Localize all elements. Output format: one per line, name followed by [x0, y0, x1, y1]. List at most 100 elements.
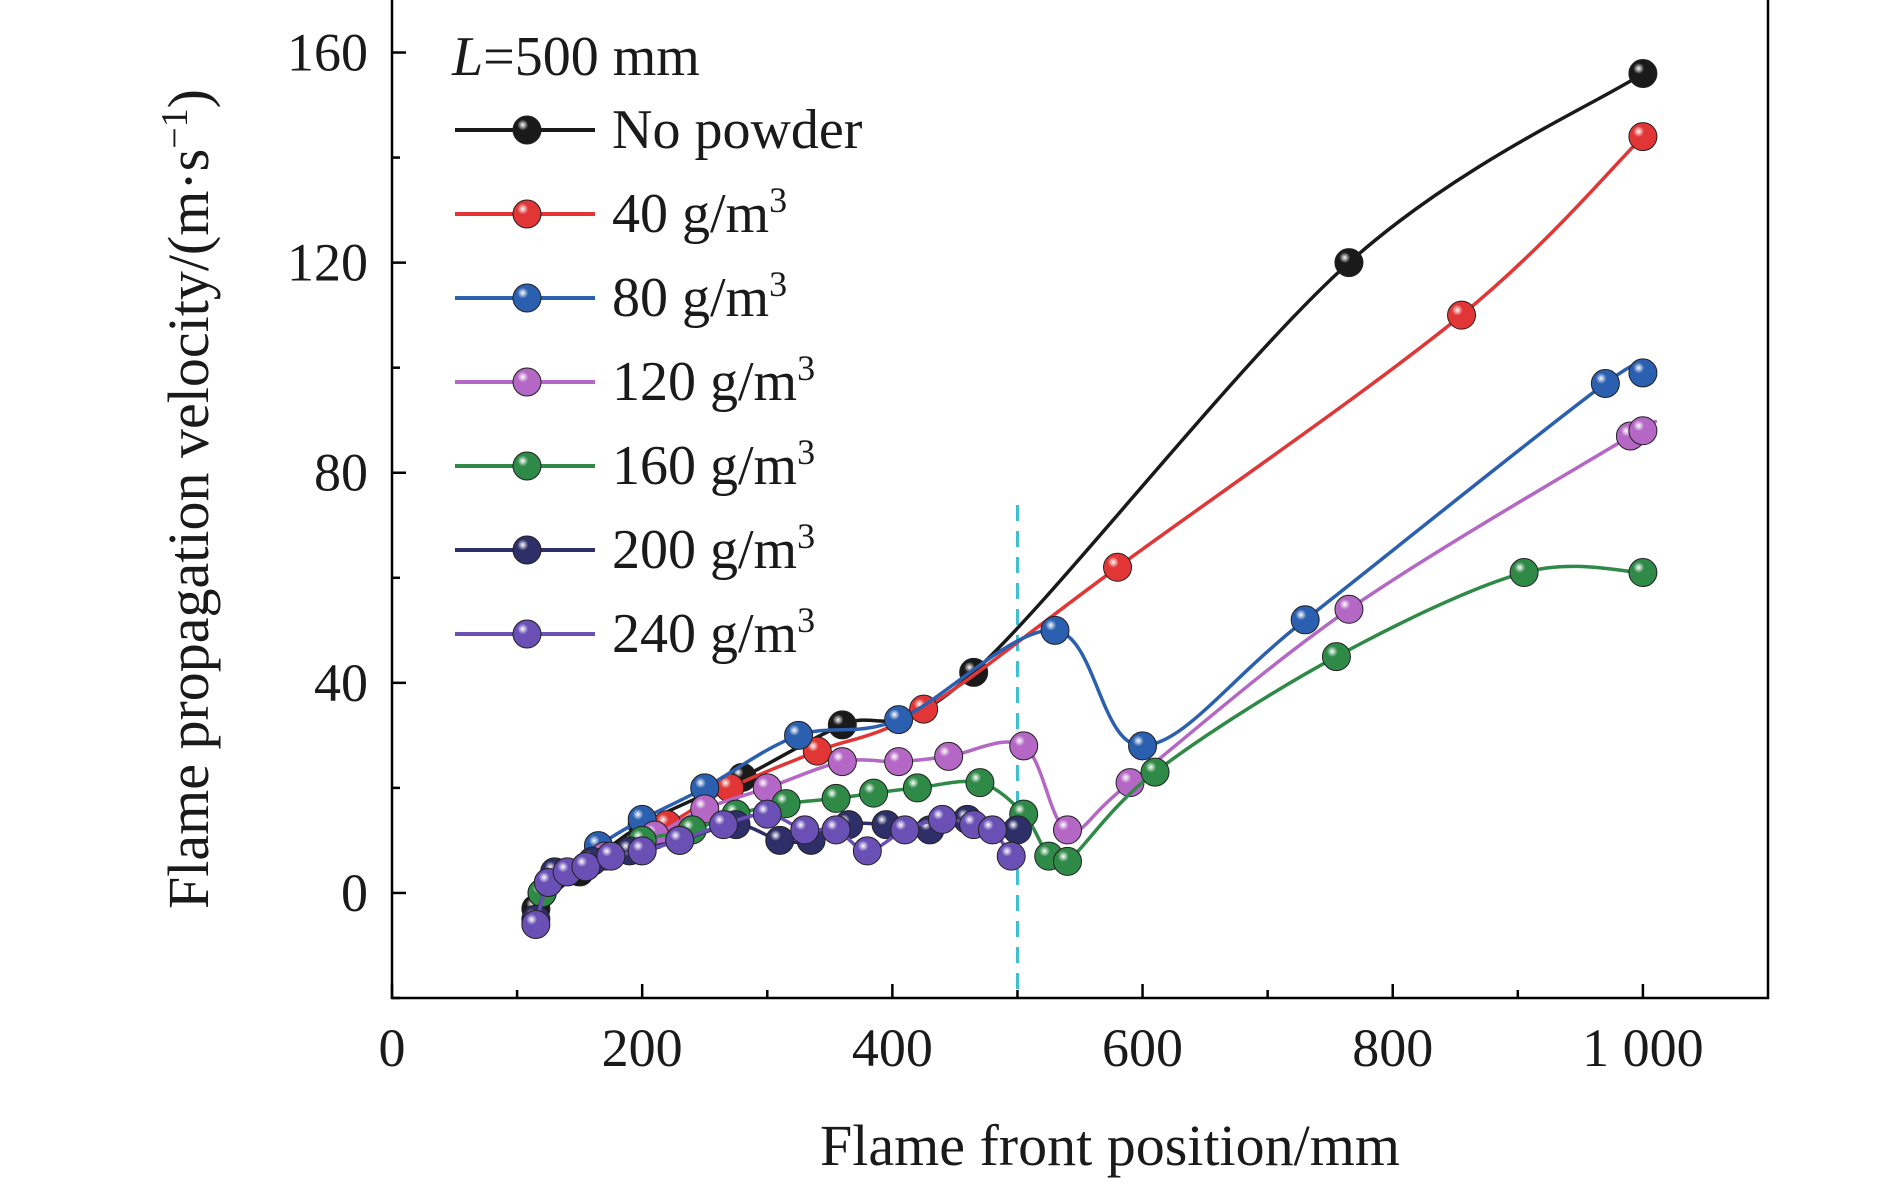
legend-swatch-marker: [512, 535, 542, 565]
data-point: [1052, 815, 1082, 845]
x-tick-label: 200: [602, 1018, 683, 1078]
data-point: [884, 747, 914, 777]
y-tick-label: 160: [287, 23, 368, 83]
data-point: [1140, 757, 1170, 787]
legend-entry: No powder: [455, 99, 863, 161]
data-point: [1447, 300, 1477, 330]
legend-entry: 160 g/m3: [455, 432, 815, 497]
data-point: [1334, 594, 1364, 624]
x-tick-label: 400: [852, 1018, 933, 1078]
legend-swatch-marker: [512, 199, 542, 229]
data-point: [934, 741, 964, 771]
legend-label-sup: 3: [797, 348, 815, 388]
data-point: [1334, 248, 1364, 278]
legend-label: 200 g/m3: [612, 516, 815, 581]
legend: No powder 40 g/m3 80 g/m3 120 g/m3 160 g/m3 2…: [455, 99, 863, 665]
data-point: [859, 778, 889, 808]
x-tick-label: 600: [1102, 1018, 1183, 1078]
y-axis-title-end: ): [156, 89, 221, 108]
data-point: [821, 783, 851, 813]
data-point: [977, 815, 1007, 845]
data-point: [596, 841, 626, 871]
legend-label-sup: 3: [797, 432, 815, 472]
data-point: [927, 804, 957, 834]
y-tick-label: 0: [341, 863, 368, 923]
y-axis-title-main: Flame propagation velocity/(m·s: [156, 149, 221, 909]
data-point: [852, 836, 882, 866]
data-point: [752, 799, 782, 829]
legend-label-sup: 3: [797, 600, 815, 640]
legend-entry: 80 g/m3: [455, 264, 787, 329]
data-point: [884, 705, 914, 735]
y-tick-label: 80: [314, 443, 368, 503]
legend-label: 120 g/m3: [612, 348, 815, 413]
legend-swatch-marker: [512, 367, 542, 397]
legend-swatch-marker: [512, 283, 542, 313]
data-point: [1628, 358, 1658, 388]
x-tick-label: 1 000: [1582, 1018, 1704, 1078]
data-point: [965, 768, 995, 798]
legend-entry: 200 g/m3: [455, 516, 815, 581]
legend-label: 80 g/m3: [612, 264, 787, 329]
data-point: [1040, 615, 1070, 645]
data-point: [784, 720, 814, 750]
data-point: [1321, 642, 1351, 672]
data-point: [790, 815, 820, 845]
legend-label-sup: 3: [797, 516, 815, 556]
data-point: [1590, 368, 1620, 398]
x-tick-label: 800: [1352, 1018, 1433, 1078]
y-axis-title: Flame propagation velocity/(m·s−1): [154, 89, 221, 909]
legend-label: 160 g/m3: [612, 432, 815, 497]
data-point: [821, 815, 851, 845]
data-point: [996, 841, 1026, 871]
data-point: [765, 825, 795, 855]
data-point: [827, 747, 857, 777]
x-tick-label: 0: [379, 1018, 406, 1078]
y-tick-label: 40: [314, 653, 368, 713]
legend-label-sup: 3: [769, 180, 787, 220]
data-point: [1628, 416, 1658, 446]
data-point: [827, 710, 857, 740]
annotation-value: =500 mm: [483, 26, 700, 88]
plot-frame: [390, 0, 1770, 1000]
series-2: [533, 358, 1658, 897]
legend-label-sup: 3: [769, 264, 787, 304]
legend-entry: 40 g/m3: [455, 180, 787, 245]
legend-label: 240 g/m3: [612, 600, 815, 665]
legend-swatch-marker: [512, 619, 542, 649]
data-point: [521, 909, 551, 939]
data-point: [902, 773, 932, 803]
data-point: [1628, 558, 1658, 588]
data-point: [1103, 552, 1133, 582]
data-point: [802, 736, 832, 766]
data-point: [571, 852, 601, 882]
y-axis-title-sup: −1: [154, 108, 196, 148]
data-point: [708, 810, 738, 840]
legend-swatch-marker: [512, 451, 542, 481]
data-point: [627, 836, 657, 866]
data-point: [1052, 846, 1082, 876]
legend-label: No powder: [612, 99, 863, 161]
data-point: [1128, 731, 1158, 761]
data-point: [1002, 815, 1032, 845]
y-tick-label: 120: [287, 233, 368, 293]
series-6: [521, 799, 1026, 939]
data-point: [1628, 122, 1658, 152]
legend-label: 40 g/m3: [612, 180, 787, 245]
plot-frame-line: [390, 0, 1770, 1000]
series-layer: [521, 59, 1658, 939]
data-point: [890, 815, 920, 845]
data-point: [1290, 605, 1320, 635]
data-point: [1009, 731, 1039, 761]
length-annotation: L=500 mm: [451, 26, 700, 88]
legend-swatch-marker: [512, 115, 542, 145]
axis-ticks: 0 200 400 600 800 1 000 0 40 80 120 160: [287, 23, 1704, 1078]
data-point: [1628, 59, 1658, 89]
annotation-variable: L: [451, 26, 483, 88]
data-point: [1509, 558, 1539, 588]
x-axis-title: Flame front position/mm: [820, 1113, 1400, 1178]
legend-entry: 120 g/m3: [455, 348, 815, 413]
legend-entry: 240 g/m3: [455, 600, 815, 665]
data-point: [665, 825, 695, 855]
